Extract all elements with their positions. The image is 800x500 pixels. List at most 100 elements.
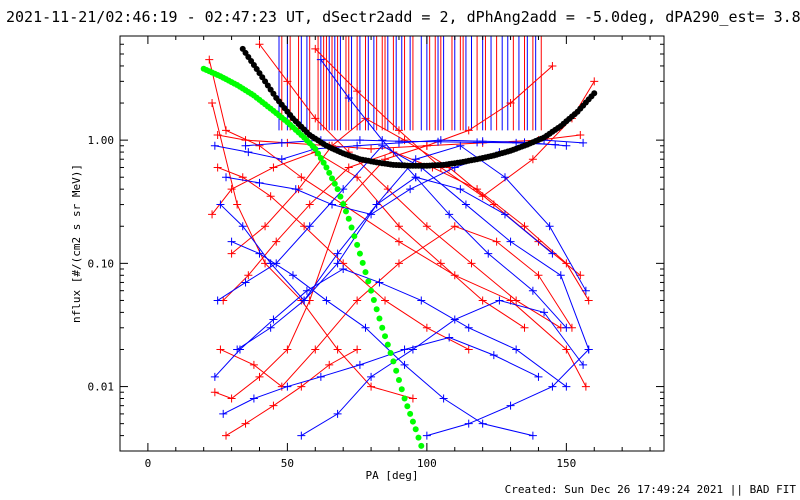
series-1-line-9 (301, 299, 584, 437)
fit-3-dot (331, 180, 338, 187)
series-1-point (210, 372, 219, 381)
series-1-point (579, 138, 588, 147)
series-1-point (266, 323, 275, 332)
series-1-point (305, 222, 314, 231)
series-1-point (456, 185, 465, 194)
series-0-point (534, 271, 543, 280)
series-1-point (400, 360, 409, 369)
series-1-line-5 (214, 268, 567, 387)
series-1-point (394, 137, 403, 146)
plot-area (200, 36, 599, 449)
series-0-point (394, 237, 403, 246)
fit-3-dot (404, 403, 411, 410)
x-tick-label: 0 (145, 457, 152, 470)
fit-3-dot (418, 442, 425, 449)
fit-3-dot (393, 367, 400, 374)
fit-3-dot (387, 350, 394, 357)
series-0-point (353, 87, 362, 96)
fit-3-dot (356, 250, 363, 257)
fit-2-dot (591, 90, 598, 97)
series-1-point (355, 136, 364, 145)
series-0-point (422, 141, 431, 150)
series-0-point (227, 185, 236, 194)
fit-3-dot (359, 259, 366, 266)
series-1-point (272, 259, 281, 268)
series-1-point (372, 200, 381, 209)
series-1-point (556, 271, 565, 280)
series-1-point (500, 210, 509, 219)
axes-frame (119, 35, 665, 452)
series-0-point (492, 237, 501, 246)
series-0-point (255, 141, 264, 150)
series-1-point (249, 394, 258, 403)
series-1-point (297, 431, 306, 440)
series-0-line-6 (222, 151, 590, 301)
fit-3-dot (354, 241, 361, 248)
series-1-point (528, 431, 537, 440)
series-0-point (353, 345, 362, 354)
series-1-line-7 (236, 145, 587, 350)
series-1-point (464, 323, 473, 332)
series-1-point (411, 155, 420, 164)
fit-3-dot (398, 386, 405, 393)
fit-3-dot (384, 341, 391, 348)
fit-3-dot (329, 175, 336, 182)
series-1-line-0 (214, 139, 567, 160)
fit-3-dot (348, 224, 355, 231)
series-1-point (255, 178, 264, 187)
series-1-point (244, 148, 253, 157)
x-axis-label: PA [deg] (366, 469, 419, 482)
series-0-line-2 (211, 151, 525, 329)
series-0-line-0 (208, 59, 587, 387)
fit-3-dot (407, 410, 414, 417)
series-1-point (255, 249, 264, 258)
fit-3-dot (320, 159, 327, 166)
series-0-point (478, 192, 487, 201)
series-1-point (283, 382, 292, 391)
series-0-point (353, 296, 362, 305)
series-1-point (506, 237, 515, 246)
series-1-point (210, 141, 219, 150)
fit-3-dot (337, 193, 344, 200)
series-1-point (548, 249, 557, 258)
series-0-point (528, 155, 537, 164)
series-1-point (277, 155, 286, 164)
series-1-point (241, 278, 250, 287)
series-1-point (473, 138, 482, 147)
series-1-line-8 (320, 59, 567, 329)
series-0-point (520, 323, 529, 332)
series-0-point (241, 419, 250, 428)
series-0-point (227, 249, 236, 258)
series-1-point (512, 138, 521, 147)
series-0-point (367, 382, 376, 391)
x-tick-label: 50 (281, 457, 294, 470)
series-1-point (333, 249, 342, 258)
series-1-point (238, 222, 247, 231)
series-1-point (353, 141, 362, 150)
series-1-point (367, 372, 376, 381)
fit-3-dot (395, 376, 402, 383)
series-1-point (339, 264, 348, 273)
series-1-point (328, 200, 337, 209)
fit-3-dot (390, 358, 397, 365)
series-1-point (316, 55, 325, 64)
series-1-point (316, 372, 325, 381)
series-0-point (233, 200, 242, 209)
series-0-point (222, 431, 231, 440)
fit-3-dot (370, 296, 377, 303)
series-1-point (408, 345, 417, 354)
series-0-point (381, 296, 390, 305)
fit-3-dot (334, 186, 341, 193)
fit-3-dot (412, 426, 419, 433)
series-0-point (297, 173, 306, 182)
series-1-point (406, 185, 415, 194)
series-1-point (534, 372, 543, 381)
series-0-point (512, 296, 521, 305)
data-layer (200, 36, 599, 449)
series-0-point (266, 192, 275, 201)
series-1-point (422, 431, 431, 440)
series-1-point (484, 249, 493, 258)
series-1-point (548, 382, 557, 391)
series-0-point (222, 126, 231, 135)
series-0-point (227, 394, 236, 403)
